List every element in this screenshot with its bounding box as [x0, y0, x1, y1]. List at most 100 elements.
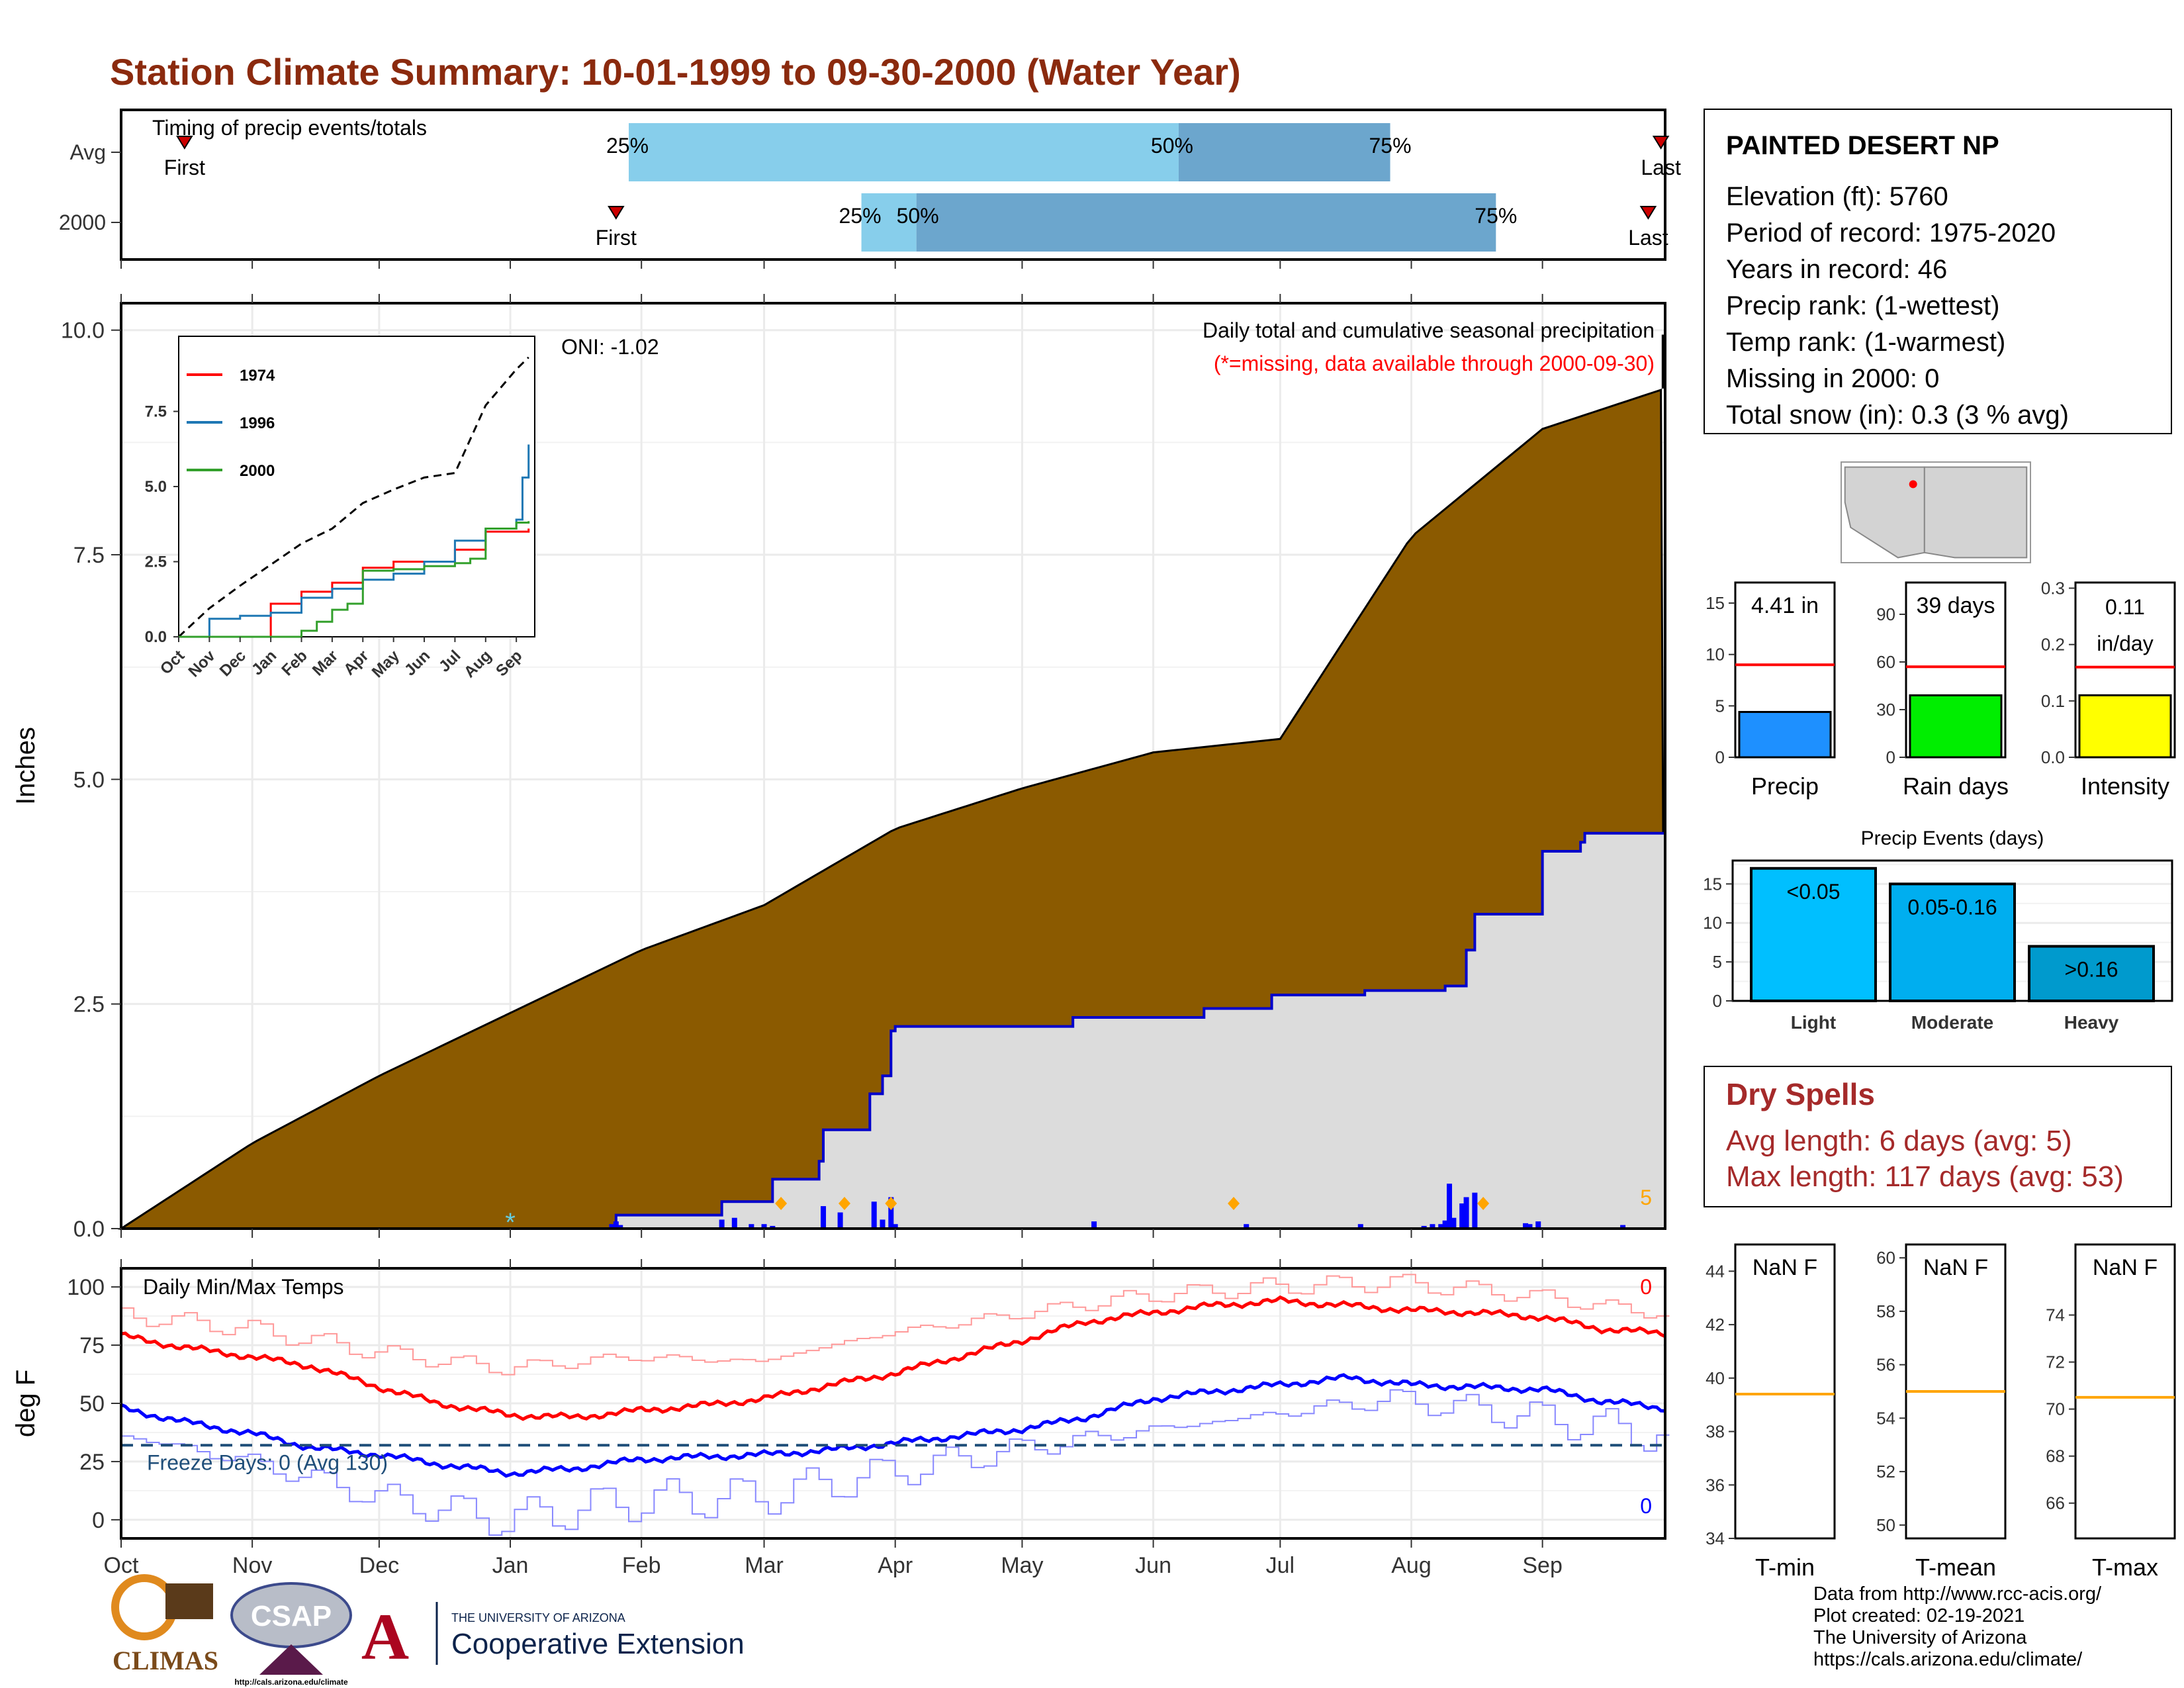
temps-avg-max-line — [120, 1295, 1666, 1421]
timing-label-50: 50% — [897, 204, 939, 228]
mini-mini_precip-ytick-label: 5 — [1715, 696, 1725, 716]
mini-mini_raindays-xlabel: Rain days — [1903, 773, 2009, 800]
temp-tmax-ytick-label: 70 — [2046, 1399, 2065, 1419]
temp-tmax-xlabel: T-max — [2092, 1554, 2158, 1581]
temp-tmin-ytick-label: 36 — [1706, 1475, 1725, 1495]
station-snow: Total snow (in): 0.3 (3 % avg) — [1726, 400, 2069, 430]
events-xtick-label-light: Light — [1791, 1012, 1836, 1033]
timing-marker-label-last: Last — [1641, 156, 1681, 179]
precip-daily-bar — [888, 1197, 894, 1229]
inset-legend-label-1974: 1974 — [240, 367, 275, 385]
mini-mini_precip-value-label: 4.41 in — [1751, 593, 1819, 618]
timing-marker-first — [608, 206, 625, 220]
credit-data-source: Data from http://www.rcc-acis.org/ — [1813, 1583, 2102, 1605]
station-temp-rank: Temp rank: (1-warmest) — [1726, 328, 2006, 357]
events-bar-light — [1750, 867, 1877, 1003]
credits: Data from http://www.rcc-acis.org/ Plot … — [1813, 1583, 2101, 1671]
temps-xtick-label: Feb — [622, 1553, 661, 1578]
events-ytick-label: 5 — [1713, 952, 1722, 972]
ua-logo-a-icon: A — [361, 1600, 409, 1673]
station-precip-rank: Precip rank: (1-wettest) — [1726, 291, 2000, 320]
precip-oni-label: ONI: -1.02 — [561, 335, 659, 359]
temps-ylabel: deg F — [11, 1370, 40, 1437]
temps-ytick-label: 0 — [92, 1508, 105, 1533]
precip-daily-bar — [1357, 1224, 1363, 1229]
precip-ytick-label: 2.5 — [73, 992, 105, 1017]
station-missing: Missing in 2000: 0 — [1726, 364, 1940, 393]
temp-tmin-value-label: NaN F — [1752, 1255, 1817, 1280]
dry-spells-box: Dry Spells Avg length: 6 days (avg: 5) M… — [1704, 1066, 2172, 1207]
timing-bar-50-75 — [916, 193, 1496, 252]
events-value-label-light: <0.05 — [1787, 880, 1841, 904]
climas-logo-text: CLIMAS — [113, 1646, 218, 1675]
temp-tmin-ytick-label: 40 — [1706, 1368, 1725, 1388]
temps-subtitle: Daily Min/Max Temps — [143, 1275, 343, 1299]
temp-tmean-xlabel: T-mean — [1915, 1554, 1996, 1581]
climas-logo-ring — [111, 1574, 177, 1640]
precip-ytick-label: 5.0 — [73, 767, 105, 792]
mini-mini_raindays-bar — [1909, 694, 2003, 759]
events-xtick-label-heavy: Heavy — [2064, 1012, 2119, 1033]
precip-event-marker — [885, 1197, 897, 1210]
temp-tmin-xlabel: T-min — [1755, 1554, 1815, 1581]
credit-plot-created: Plot created: 02-19-2021 — [1813, 1605, 2025, 1626]
mini-mini_intensity-ytick-label: 0.0 — [2041, 747, 2065, 767]
mini-mini_precip-ytick-label: 10 — [1706, 645, 1725, 665]
mini-mini_raindays-ytick-label: 90 — [1876, 604, 1895, 624]
locator-map-newmexico — [1923, 466, 2028, 559]
temps-max-count: 0 — [1640, 1275, 1652, 1299]
precip-ytick-label: 7.5 — [73, 543, 105, 568]
inset-ytick-label: 2.5 — [145, 553, 167, 571]
temps-xtick-label: Jun — [1135, 1553, 1171, 1578]
inset-legend-label-2000: 2000 — [240, 462, 275, 480]
ua-logo-big-text: Cooperative Extension — [451, 1628, 745, 1660]
mini-mini_precip-xlabel: Precip — [1751, 773, 1819, 800]
mini-mini_raindays-ytick-label: 0 — [1886, 747, 1895, 767]
precip-ytick-label: 0.0 — [73, 1217, 105, 1242]
temp-tmean-ytick-label: 58 — [1876, 1301, 1895, 1321]
timing-bar-25-50 — [861, 193, 917, 252]
csap-logo-url: http://cals.arizona.edu/climate — [234, 1677, 348, 1687]
precip-daily-bar — [1430, 1224, 1435, 1229]
events-value-label-heavy: >0.16 — [2065, 958, 2118, 982]
mini-mini_intensity-ytick-label: 0.3 — [2041, 579, 2065, 598]
dry-spells-title: Dry Spells — [1726, 1077, 1875, 1111]
ua-logo-small-text: THE UNIVERSITY OF ARIZONA — [451, 1611, 625, 1624]
mini-mini_intensity-xlabel: Intensity — [2081, 773, 2169, 800]
precip-daily-bar — [1244, 1224, 1250, 1229]
timing-bar-50-75 — [1178, 123, 1390, 181]
temps-xtick-label: Sep — [1522, 1553, 1563, 1578]
precip-daily-bar — [1091, 1221, 1097, 1229]
precip-event-marker — [775, 1197, 788, 1210]
temp-tmin-frame — [1734, 1243, 1836, 1540]
timing-label-25: 25% — [839, 204, 882, 228]
precip-daily-bar — [1421, 1225, 1427, 1229]
inset-ytick-label: 0.0 — [145, 628, 167, 646]
precip-daily-bar — [821, 1206, 827, 1229]
precip-daily-bar — [1447, 1184, 1453, 1229]
page-title: Station Climate Summary: 10-01-1999 to 0… — [110, 51, 1241, 93]
precip-daily-bar — [1463, 1197, 1469, 1229]
temp-tmean-ytick-label: 52 — [1876, 1462, 1895, 1481]
mini-mini_precip-bar — [1738, 711, 1832, 759]
temp-tmean-ytick-label: 54 — [1876, 1408, 1895, 1428]
temps-record-max-line — [121, 1274, 1670, 1376]
precip-daily-bar — [731, 1217, 737, 1229]
timing-label-50: 50% — [1151, 134, 1193, 158]
locator-map-station-dot — [1909, 480, 1917, 489]
dry-spells-avg: Avg length: 6 days (avg: 5) — [1726, 1125, 2072, 1157]
mini-mini_intensity-ytick-label: 0.2 — [2041, 635, 2065, 655]
temp-tmean-value-label: NaN F — [1923, 1255, 1988, 1280]
precip-annotation-missing: (*=missing, data available through 2000-… — [1214, 352, 1655, 375]
precip-daily-bar — [613, 1221, 619, 1229]
mini-mini_raindays-ytick-label: 60 — [1876, 652, 1895, 672]
events-value-label-moderate: 0.05-0.16 — [1907, 895, 1997, 919]
timing-ytick-2000: 2000 — [59, 211, 106, 234]
station-lines: Elevation (ft): 5760 Period of record: 1… — [1726, 179, 2069, 434]
precip-current-cumulative-line — [121, 831, 1666, 1230]
precip-current-cumulative-area — [121, 831, 1665, 1229]
precip-ylabel: Inches — [11, 727, 40, 805]
temps-xtick-label: Apr — [878, 1553, 913, 1578]
events-ytick-label: 0 — [1713, 991, 1722, 1011]
